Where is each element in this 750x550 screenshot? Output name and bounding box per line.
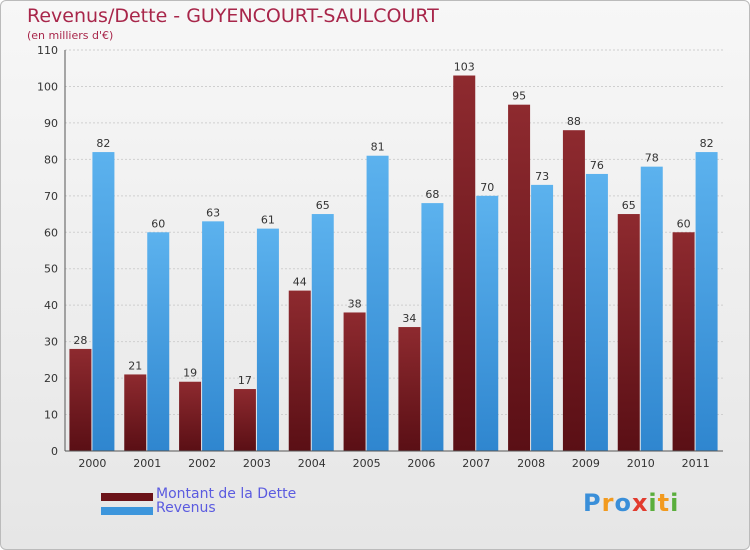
bar-dette xyxy=(398,327,421,451)
x-tick-label: 2000 xyxy=(78,457,106,470)
gridlines xyxy=(65,49,723,416)
value-label: 60 xyxy=(151,217,165,230)
bar-dette xyxy=(617,214,640,451)
y-tick-label: 90 xyxy=(44,117,58,130)
x-tick-label: 2002 xyxy=(188,457,216,470)
value-label: 21 xyxy=(128,359,142,372)
bar-dette xyxy=(453,75,476,451)
bar-dette xyxy=(343,312,366,451)
value-label: 60 xyxy=(677,217,691,230)
value-label: 17 xyxy=(238,374,252,387)
value-label: 61 xyxy=(261,214,275,227)
value-label: 28 xyxy=(73,334,87,347)
x-tick-label: 2009 xyxy=(572,457,600,470)
y-tick-label: 40 xyxy=(44,299,58,312)
value-label: 73 xyxy=(535,170,549,183)
bar-dette xyxy=(288,290,311,451)
value-label: 38 xyxy=(348,297,362,310)
bar-revenus xyxy=(421,203,444,451)
value-label: 82 xyxy=(96,137,110,150)
logo-letter: i xyxy=(648,489,658,517)
bar-dette xyxy=(124,374,147,451)
bar-revenus xyxy=(147,232,170,451)
legend-swatch-revenus xyxy=(101,507,153,515)
proxiti-logo: Proxiti xyxy=(583,489,679,517)
logo-letter: r xyxy=(601,489,615,517)
bar-dette xyxy=(69,348,92,451)
chart-title: Revenus/Dette - GUYENCOURT-SAULCOURT xyxy=(27,5,439,27)
bar-revenus xyxy=(366,155,389,451)
bar-revenus xyxy=(256,228,279,451)
x-tick-label: 2004 xyxy=(298,457,326,470)
y-tick-label: 70 xyxy=(44,190,58,203)
x-tick-label: 2008 xyxy=(517,457,545,470)
value-label: 81 xyxy=(371,141,385,154)
bar-revenus xyxy=(585,173,608,452)
legend-label-dette: Montant de la Dette xyxy=(156,486,297,502)
y-tick-label: 30 xyxy=(44,336,58,349)
bar-revenus xyxy=(311,214,334,451)
logo-letter: t xyxy=(657,489,671,517)
bar-chart: 0 10 20 30 40 50 60 70 80 90 100 110 28 82 21 60 19 63 17… xyxy=(37,44,723,470)
y-tick-label: 100 xyxy=(37,80,58,93)
value-label: 70 xyxy=(480,181,494,194)
value-labels: 28 82 21 60 19 63 17 61 44 65 38 81 34 68 103 70 95 73 88 7… xyxy=(73,61,713,388)
x-tick-label: 2006 xyxy=(407,457,435,470)
y-tick-label: 80 xyxy=(44,153,58,166)
x-tick-label: 2010 xyxy=(627,457,655,470)
logo-letter: x xyxy=(631,489,649,517)
bar-dette xyxy=(562,130,585,451)
logo-letter: P xyxy=(583,489,602,517)
bar-revenus xyxy=(640,166,663,451)
legend-swatch-dette xyxy=(101,493,153,501)
bar-dette xyxy=(672,232,695,451)
x-tick-label: 2007 xyxy=(462,457,490,470)
bar-revenus xyxy=(202,221,225,451)
bar-dette xyxy=(179,381,202,451)
value-label: 44 xyxy=(293,276,307,289)
value-label: 82 xyxy=(700,137,714,150)
chart-subtitle: (en milliers d'€) xyxy=(27,29,114,42)
x-tick-label: 2005 xyxy=(353,457,381,470)
y-tick-label: 10 xyxy=(44,409,58,422)
x-tick-label: 2001 xyxy=(133,457,161,470)
value-label: 103 xyxy=(454,61,475,74)
bars xyxy=(69,75,718,452)
value-label: 76 xyxy=(590,159,604,172)
axes xyxy=(64,50,723,452)
y-axis-ticks: 0 10 20 30 40 50 60 70 80 90 100 110 xyxy=(37,44,58,458)
x-tick-label: 2011 xyxy=(682,457,710,470)
y-tick-label: 20 xyxy=(44,372,58,385)
y-tick-label: 0 xyxy=(51,445,58,458)
bar-revenus xyxy=(92,152,115,451)
value-label: 34 xyxy=(402,312,416,325)
bar-dette xyxy=(233,389,256,451)
x-axis-labels: 2000 2001 2002 2003 2004 2005 2006 2007 2008 2009… xyxy=(78,457,709,470)
bar-revenus xyxy=(476,195,499,451)
value-label: 95 xyxy=(512,90,526,103)
logo-letter: o xyxy=(614,489,632,517)
y-tick-label: 110 xyxy=(37,44,58,57)
legend-label-revenus: Revenus xyxy=(156,500,216,516)
value-label: 65 xyxy=(316,199,330,212)
value-label: 68 xyxy=(425,188,439,201)
value-label: 88 xyxy=(567,115,581,128)
bar-revenus xyxy=(695,152,718,451)
logo-letter: i xyxy=(670,489,680,517)
x-tick-label: 2003 xyxy=(243,457,271,470)
y-tick-label: 50 xyxy=(44,263,58,276)
bar-revenus xyxy=(531,184,554,451)
value-label: 19 xyxy=(183,367,197,380)
y-tick-label: 60 xyxy=(44,226,58,239)
value-label: 78 xyxy=(645,152,659,165)
value-label: 65 xyxy=(622,199,636,212)
bar-dette xyxy=(508,104,531,451)
value-label: 63 xyxy=(206,206,220,219)
